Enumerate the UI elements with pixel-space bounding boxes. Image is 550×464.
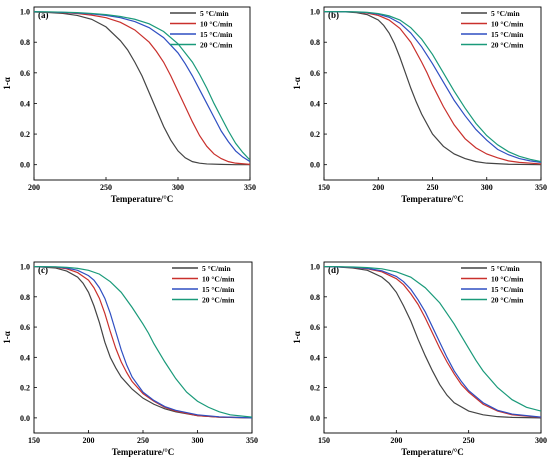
panel-label: (c) — [38, 265, 48, 275]
y-tick-label: 0.6 — [20, 323, 30, 332]
plot-frame — [323, 261, 542, 434]
legend-label: 10 °C/min — [491, 20, 524, 29]
series-line-3 — [34, 265, 252, 419]
legend-label: 15 °C/min — [200, 30, 233, 39]
y-tick-label: 0.2 — [20, 384, 30, 393]
y-tick-label: 0.8 — [20, 38, 30, 47]
x-axis-title: Temperature/°C — [112, 447, 175, 457]
legend-label: 5 °C/min — [200, 9, 229, 18]
x-tick-label: 350 — [244, 183, 256, 192]
y-tick-label: 0.6 — [310, 323, 320, 332]
y-tick-label: 0.0 — [310, 414, 320, 423]
panel-label: (b) — [328, 10, 339, 20]
chart-panel-4: 150 200 250 300 0.0 0.2 0.4 0.6 0.8 1.0 Temperatur… — [292, 261, 547, 457]
legend-label: 15 °C/min — [491, 285, 524, 294]
legend-label: 5 °C/min — [491, 264, 520, 273]
y-tick-label: 0.2 — [20, 130, 30, 139]
y-tick-label: 0.4 — [20, 99, 30, 108]
y-axis-title: 1-α — [292, 77, 302, 90]
series-line-2 — [34, 11, 250, 165]
y-tick-label: 0.8 — [310, 38, 320, 47]
x-tick-label: 200 — [28, 183, 40, 192]
x-axis-title: Temperature/°C — [401, 194, 464, 204]
chart-panel-2: 150 200 250 300 350 0.0 0.2 0.4 0.6 0.8 1.0 Tempera… — [292, 6, 547, 204]
x-tick-label: 150 — [28, 436, 40, 445]
x-tick-label: 150 — [318, 183, 330, 192]
series-line-1 — [34, 11, 250, 166]
y-tick-label: 1.0 — [310, 263, 320, 272]
series-line-1 — [34, 265, 252, 419]
x-tick-label: 150 — [318, 436, 330, 445]
x-tick-label: 350 — [535, 183, 547, 192]
y-tick-label: 1.0 — [20, 263, 30, 272]
y-tick-label: 0.8 — [310, 293, 320, 302]
series-line-4 — [324, 265, 541, 412]
legend-label: 15 °C/min — [491, 30, 524, 39]
x-tick-label: 250 — [137, 436, 149, 445]
x-axis-title: Temperature/°C — [111, 194, 174, 204]
legend-label: 10 °C/min — [491, 275, 524, 284]
x-tick-label: 250 — [100, 183, 112, 192]
y-tick-label: 0.4 — [310, 99, 320, 108]
legend-label: 20 °C/min — [202, 296, 235, 305]
x-tick-label: 200 — [390, 436, 402, 445]
panel-label: (a) — [38, 10, 49, 20]
legend-label: 5 °C/min — [491, 9, 520, 18]
y-tick-label: 0.0 — [310, 161, 320, 170]
y-tick-label: 1.0 — [310, 8, 320, 17]
x-axis-title: Temperature/°C — [401, 447, 464, 457]
x-tick-label: 350 — [246, 436, 258, 445]
y-tick-label: 0.6 — [20, 69, 30, 78]
x-tick-label: 250 — [463, 436, 475, 445]
series-line-1 — [324, 265, 541, 419]
panel-label: (d) — [328, 265, 339, 275]
y-tick-label: 1.0 — [20, 8, 30, 17]
x-tick-label: 300 — [172, 183, 184, 192]
y-tick-label: 0.4 — [310, 353, 320, 362]
y-tick-label: 0.0 — [20, 414, 30, 423]
plot-frame — [33, 6, 251, 181]
x-tick-label: 200 — [83, 436, 95, 445]
series-line-1 — [324, 10, 541, 166]
y-tick-label: 0.2 — [310, 130, 320, 139]
legend-label: 5 °C/min — [202, 264, 231, 273]
y-axis-title: 1-α — [292, 331, 302, 344]
series-line-4 — [324, 10, 541, 163]
series-line-3 — [324, 265, 541, 418]
y-tick-label: 0.0 — [20, 161, 30, 170]
legend-label: 15 °C/min — [202, 285, 235, 294]
x-tick-label: 300 — [192, 436, 204, 445]
legend-label: 10 °C/min — [200, 20, 233, 29]
x-tick-label: 250 — [427, 183, 439, 192]
legend-label: 20 °C/min — [491, 296, 524, 305]
x-tick-label: 300 — [481, 183, 493, 192]
series-line-4 — [34, 265, 252, 418]
y-axis-title: 1-α — [2, 331, 12, 344]
x-tick-label: 200 — [372, 183, 384, 192]
legend-label: 20 °C/min — [491, 41, 524, 50]
series-line-4 — [34, 11, 250, 161]
y-tick-label: 0.8 — [20, 293, 30, 302]
chart-panel-1: 200 250 300 350 0.0 0.2 0.4 0.6 0.8 1.0 Temperatur… — [2, 6, 256, 204]
y-axis-title: 1-α — [2, 77, 12, 90]
x-tick-label: 300 — [535, 436, 547, 445]
series-line-2 — [34, 265, 252, 419]
y-tick-label: 0.4 — [20, 353, 30, 362]
legend-label: 20 °C/min — [200, 41, 233, 50]
y-tick-label: 0.2 — [310, 384, 320, 393]
chart-panel-3: 150 200 250 300 350 0.0 0.2 0.4 0.6 0.8 1.0 Tempera… — [2, 261, 258, 457]
legend-label: 10 °C/min — [202, 275, 235, 284]
y-tick-label: 0.6 — [310, 69, 320, 78]
